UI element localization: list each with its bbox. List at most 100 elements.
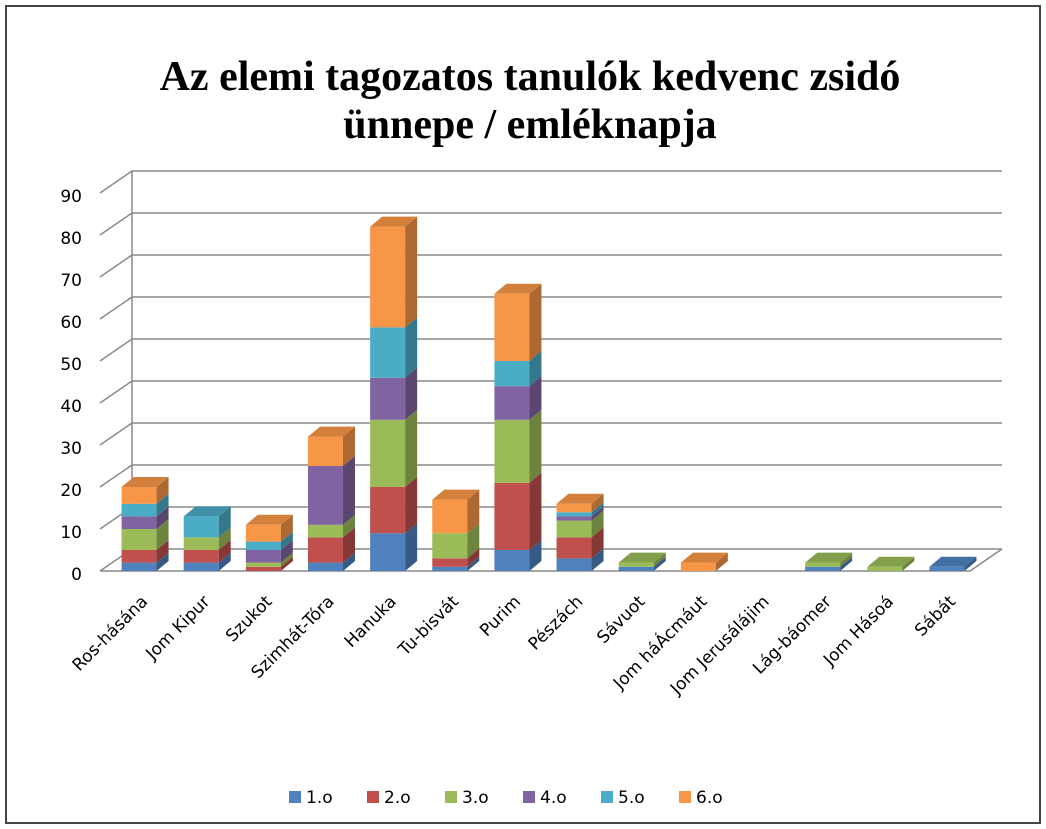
bar-side [156, 506, 169, 529]
bar-segment [121, 506, 169, 529]
bar-top [121, 477, 169, 487]
bar-front [370, 419, 406, 487]
bar-side [218, 552, 231, 571]
bar-segment [618, 556, 666, 571]
y-tick-label: 40 [60, 397, 82, 417]
bar-segment [494, 540, 542, 571]
bar-front [308, 524, 343, 538]
legend-swatch [679, 791, 691, 803]
bar-side [467, 548, 480, 567]
bar-side [156, 493, 169, 517]
bar-side [218, 506, 231, 538]
bar-front [805, 562, 841, 567]
bar-top [556, 493, 604, 504]
bar-side [653, 556, 666, 571]
y-tick-label: 90 [60, 187, 82, 207]
bar-segment [618, 552, 666, 567]
bar-segment [805, 552, 853, 567]
bar-segment [494, 376, 542, 420]
bar-side [529, 472, 542, 550]
bar-side [653, 552, 666, 567]
bar-top [494, 283, 542, 294]
bar-side [591, 506, 604, 521]
y-tick-label: 0 [71, 565, 82, 585]
bar-side [529, 409, 542, 483]
bar-front [929, 566, 965, 571]
bar-front [308, 562, 343, 571]
bar-segment [432, 489, 480, 534]
bar-segment [121, 519, 169, 550]
bar-segment [370, 216, 418, 328]
bar-segment [308, 514, 355, 538]
bar-front [618, 562, 654, 567]
y-tick-label: 20 [60, 481, 82, 501]
bar-side [156, 519, 169, 550]
bar-side [591, 527, 604, 559]
legend-label: 5.o [618, 788, 645, 808]
y-tick-label: 30 [60, 439, 82, 459]
bar-front [556, 512, 592, 517]
bar-side [591, 510, 604, 538]
bar-side [280, 531, 293, 550]
bar-top [618, 552, 666, 563]
bar-segment [370, 409, 418, 487]
bar-front [308, 466, 343, 525]
bar-segment [308, 456, 355, 525]
bar-front [494, 293, 530, 361]
bar-front [245, 566, 281, 571]
bar-side [591, 548, 604, 571]
legend-swatch [445, 791, 457, 803]
bar-top [183, 506, 231, 517]
bar-side [280, 556, 293, 571]
legend-swatch [367, 791, 379, 803]
bar-segment [556, 493, 604, 513]
bar-front [680, 562, 716, 571]
bar-segment [370, 367, 418, 420]
bar-front [432, 558, 468, 567]
bar-segment [494, 351, 542, 387]
bar-segment [308, 527, 355, 563]
bar-segment [370, 317, 418, 378]
bar-front [556, 520, 592, 538]
bar-front [183, 562, 219, 571]
bar-front [370, 487, 406, 534]
bar-front [618, 566, 654, 571]
legend-label: 2.o [384, 788, 411, 808]
bar-side [343, 552, 355, 571]
bar-front [121, 562, 157, 571]
bar-top [867, 556, 915, 567]
bar-segment [556, 506, 604, 521]
legend-label: 3.o [462, 788, 489, 808]
bar-segment [929, 556, 977, 571]
bar-front [494, 550, 530, 571]
bar-top [308, 426, 355, 437]
bar-side [405, 216, 418, 328]
bar-front [308, 537, 343, 563]
bar-front [432, 499, 468, 534]
bar-side [715, 552, 728, 571]
bar-segment [494, 409, 542, 483]
bar-segment [245, 552, 293, 567]
bar-front [245, 524, 281, 542]
bar-side [280, 552, 293, 567]
legend-swatch [601, 791, 613, 803]
bar-side [218, 527, 231, 550]
bar-segment [494, 283, 542, 361]
bar-front [432, 533, 468, 559]
legend-swatch [523, 791, 535, 803]
bar-segment [308, 552, 355, 571]
bar-side [343, 456, 355, 525]
bar-side [591, 493, 604, 513]
legend-label: 6.o [696, 788, 723, 808]
bar-segment [432, 548, 480, 567]
y-tick-label: 10 [60, 523, 82, 543]
bar-front [245, 550, 281, 563]
bar-segment [432, 523, 480, 559]
bar-side [840, 552, 853, 567]
bar-front [370, 533, 406, 571]
bar-side [529, 283, 542, 361]
bar-segment [183, 540, 231, 563]
bar-segment [867, 556, 915, 571]
bar-side [529, 351, 542, 387]
